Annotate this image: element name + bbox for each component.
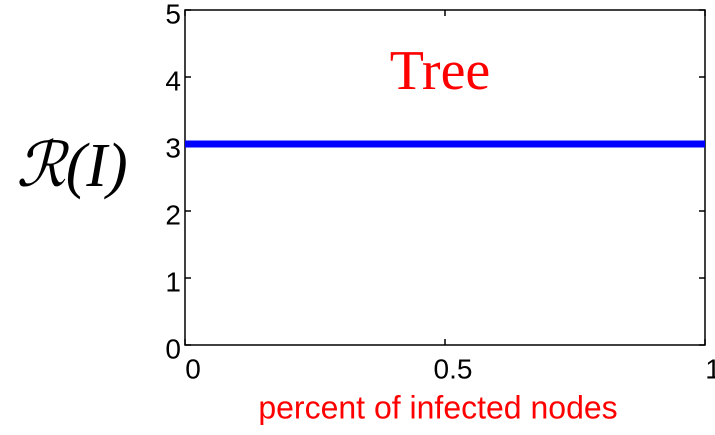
x-tick-label: 0.5 [434, 353, 473, 384]
y-tick-label: 1 [165, 266, 181, 297]
x-axis-label: percent of infected nodes [258, 389, 617, 425]
y-tick-label: 5 [165, 0, 181, 29]
y-tick-label: 0 [165, 333, 181, 364]
x-tick-label: 0 [185, 353, 201, 384]
y-tick-label: 3 [165, 132, 181, 163]
y-tick-label: 4 [165, 65, 181, 96]
x-tick-label: 1 [705, 353, 715, 384]
y-tick-label: 2 [165, 199, 181, 230]
y-axis-label: ℛ(I) [16, 132, 127, 200]
chart-title: Tree [390, 40, 491, 102]
